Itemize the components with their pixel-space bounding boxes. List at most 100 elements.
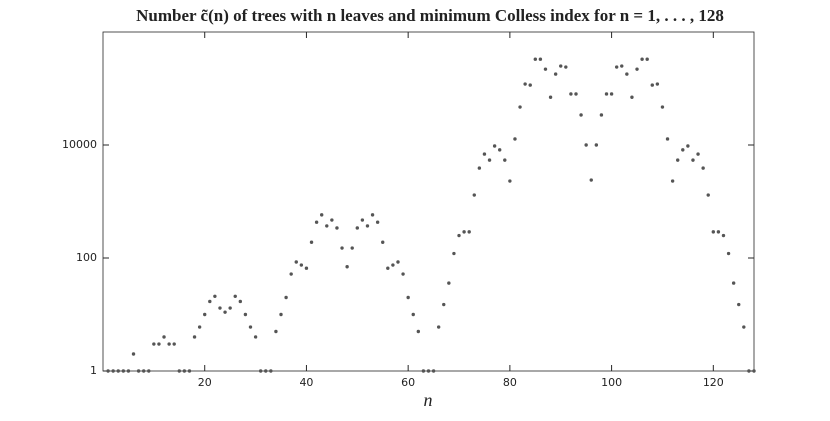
point xyxy=(335,226,339,230)
point xyxy=(538,57,543,61)
point xyxy=(747,369,751,373)
point xyxy=(294,260,298,264)
point xyxy=(574,92,578,96)
point xyxy=(375,220,380,224)
point xyxy=(579,113,583,117)
point xyxy=(381,240,385,244)
point xyxy=(228,306,232,310)
point xyxy=(635,67,639,71)
point xyxy=(640,57,644,61)
point xyxy=(492,144,497,148)
point xyxy=(167,342,171,346)
point xyxy=(721,233,726,238)
point xyxy=(691,158,695,162)
point xyxy=(147,369,151,373)
x-tick-label: 80 xyxy=(503,376,517,389)
point xyxy=(345,265,349,269)
point xyxy=(609,92,614,96)
point xyxy=(716,230,721,234)
point xyxy=(513,137,517,141)
point xyxy=(436,325,441,329)
point xyxy=(620,64,624,68)
point xyxy=(197,325,202,329)
point xyxy=(365,224,370,228)
point xyxy=(533,57,538,61)
point xyxy=(569,92,573,96)
point xyxy=(360,218,365,222)
point xyxy=(330,218,334,222)
point xyxy=(503,158,507,162)
x-axis-label: n xyxy=(424,390,433,410)
point xyxy=(442,302,446,307)
point xyxy=(482,152,487,156)
point xyxy=(396,260,400,264)
point xyxy=(309,240,314,244)
point xyxy=(584,143,588,147)
point xyxy=(457,233,461,238)
point xyxy=(370,213,375,217)
y-tick-label: 10000 xyxy=(62,138,97,151)
point xyxy=(426,369,431,373)
point xyxy=(248,325,253,329)
point xyxy=(253,335,258,339)
point xyxy=(498,148,502,152)
point xyxy=(604,92,609,96)
point xyxy=(737,302,741,307)
point xyxy=(518,105,522,109)
point xyxy=(670,179,675,183)
point xyxy=(314,220,319,224)
point xyxy=(203,312,207,317)
point xyxy=(391,263,395,267)
point xyxy=(121,369,126,373)
y-tick-label: 100 xyxy=(76,251,97,264)
point xyxy=(742,325,746,329)
point xyxy=(319,213,324,217)
point xyxy=(731,281,736,285)
point xyxy=(645,57,649,61)
point xyxy=(299,263,304,267)
x-tick-label: 100 xyxy=(601,376,622,389)
point xyxy=(116,369,120,373)
point xyxy=(559,64,563,68)
point xyxy=(548,95,553,99)
point xyxy=(665,137,670,141)
point xyxy=(111,369,115,373)
point xyxy=(355,226,359,230)
point xyxy=(462,230,466,234)
point xyxy=(625,72,629,76)
point xyxy=(447,281,451,285)
point xyxy=(141,369,146,373)
point xyxy=(131,352,136,356)
y-tick-label: 1 xyxy=(90,364,97,377)
point xyxy=(589,178,593,182)
point xyxy=(304,266,309,270)
point xyxy=(238,299,243,304)
point xyxy=(192,335,197,339)
point xyxy=(152,342,156,346)
point xyxy=(274,329,278,334)
point xyxy=(477,166,482,170)
point xyxy=(599,113,604,117)
point xyxy=(660,105,665,109)
point xyxy=(431,369,436,373)
point xyxy=(289,272,293,276)
point xyxy=(401,272,405,276)
point xyxy=(706,193,710,197)
point xyxy=(350,246,354,250)
point xyxy=(686,144,690,148)
point xyxy=(213,294,217,298)
point xyxy=(726,251,731,256)
point xyxy=(172,342,176,346)
point xyxy=(655,82,660,86)
point xyxy=(406,295,410,300)
point xyxy=(696,152,700,156)
point xyxy=(553,72,558,76)
point xyxy=(676,158,680,162)
point xyxy=(421,369,426,373)
point xyxy=(258,369,263,373)
point xyxy=(523,82,527,86)
point xyxy=(564,65,568,69)
x-tick-label: 20 xyxy=(198,376,212,389)
x-tick-label: 120 xyxy=(703,376,724,389)
